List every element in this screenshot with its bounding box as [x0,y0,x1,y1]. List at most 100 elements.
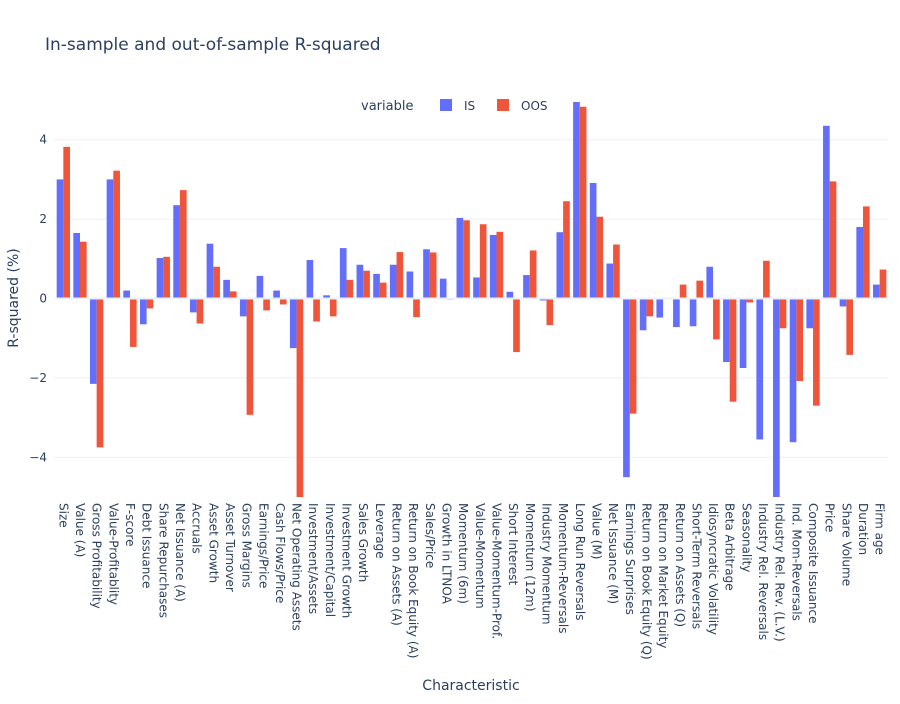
bar-oos[interactable] [496,231,504,299]
legend-item-oos[interactable]: OOS [497,99,548,113]
bar-oos[interactable] [279,298,287,305]
bar-is[interactable] [773,298,780,498]
bar-is[interactable] [839,298,847,307]
bar-oos[interactable] [313,298,320,322]
bar-is[interactable] [256,275,264,299]
bar-is[interactable] [873,284,880,299]
bar-oos[interactable] [96,298,104,448]
bar-oos[interactable] [296,298,304,498]
bar-oos[interactable] [179,190,187,299]
bar-oos[interactable] [263,298,270,311]
bar-is[interactable] [173,205,180,299]
bar-is[interactable] [423,249,430,299]
bar-is[interactable] [473,277,480,299]
bar-oos[interactable] [629,298,637,414]
bar-oos[interactable] [413,298,420,318]
bar-is[interactable] [723,298,730,363]
bar-oos[interactable] [696,280,704,299]
bar-oos[interactable] [396,252,404,299]
bar-is[interactable] [806,298,814,329]
bar-oos[interactable] [329,298,337,317]
bar-oos[interactable] [813,298,820,406]
bar-is[interactable] [406,271,414,299]
legend-item-is[interactable]: IS [440,99,475,113]
bar-is[interactable] [106,179,114,299]
bar-is[interactable] [356,264,364,299]
bar-oos[interactable] [679,284,687,299]
bar-is[interactable] [73,233,80,299]
bar-oos[interactable] [646,298,654,317]
legend[interactable]: variable IS OOS [361,99,548,114]
bar-oos[interactable] [829,181,837,299]
bar-is[interactable] [206,243,214,299]
bar-is[interactable] [139,298,147,325]
bar-is[interactable] [639,298,647,331]
bar-is[interactable] [189,298,197,313]
bar-is[interactable] [156,258,164,299]
bar-is[interactable] [589,182,597,299]
bar-is[interactable] [789,298,797,443]
bar-oos[interactable] [146,298,154,309]
bar-oos[interactable] [546,298,554,326]
bar-is[interactable] [456,217,464,299]
bar-oos[interactable] [613,244,620,299]
bar-is[interactable] [606,263,614,299]
bar-oos[interactable] [563,201,570,299]
bar-is[interactable] [673,298,680,328]
bar-is[interactable] [56,179,64,299]
bar-oos[interactable] [863,206,870,299]
bar-is[interactable] [489,234,497,299]
bar-oos[interactable] [129,298,137,347]
bar-is[interactable] [223,279,230,299]
bar-oos[interactable] [213,266,220,299]
bar-oos[interactable] [746,298,754,303]
bar-oos[interactable] [729,298,737,402]
bar-is[interactable] [706,266,714,299]
bar-is[interactable] [123,290,130,299]
bar-is[interactable] [306,259,314,299]
bar-is[interactable] [289,298,297,349]
bar-oos[interactable] [246,298,254,415]
bar-oos[interactable] [463,220,470,299]
bar-oos[interactable] [846,298,854,355]
bar-is[interactable] [439,278,447,299]
bar-oos[interactable] [713,298,720,340]
bar-oos[interactable] [229,291,237,299]
bar-is[interactable] [856,227,864,299]
bar-is[interactable] [323,295,330,299]
bar-is[interactable] [656,298,664,318]
bar-is[interactable] [556,232,564,299]
bar-oos[interactable] [879,269,887,299]
bar-is[interactable] [689,298,697,327]
bar-is[interactable] [623,298,630,478]
bar-oos[interactable] [363,270,370,299]
bar-oos[interactable] [596,216,604,299]
bar-oos[interactable] [779,298,787,329]
bar-oos[interactable] [429,252,437,299]
bar-is[interactable] [339,248,347,299]
bar-oos[interactable] [163,256,170,299]
bar-oos[interactable] [529,250,537,299]
bar-oos[interactable] [346,279,354,299]
bar-is[interactable] [239,298,247,317]
bar-is[interactable] [739,298,747,368]
bar-oos[interactable] [113,170,120,299]
bar-is[interactable] [523,275,530,299]
bar-oos[interactable] [579,106,587,299]
bar-is[interactable] [389,264,397,299]
bar-is[interactable] [823,125,830,299]
bar-is[interactable] [573,101,580,299]
bar-is[interactable] [506,291,514,299]
bar-is[interactable] [89,298,97,384]
bar-oos[interactable] [379,282,387,299]
bar-oos[interactable] [763,260,770,299]
bar-is[interactable] [373,273,380,299]
bar-oos[interactable] [196,298,204,324]
bar-oos[interactable] [79,241,87,299]
bar-is[interactable] [756,298,764,440]
bar-is[interactable] [273,290,280,299]
bar-oos[interactable] [479,224,487,299]
bar-oos[interactable] [796,298,804,382]
bar-oos[interactable] [513,298,520,353]
bar-oos[interactable] [63,146,70,299]
